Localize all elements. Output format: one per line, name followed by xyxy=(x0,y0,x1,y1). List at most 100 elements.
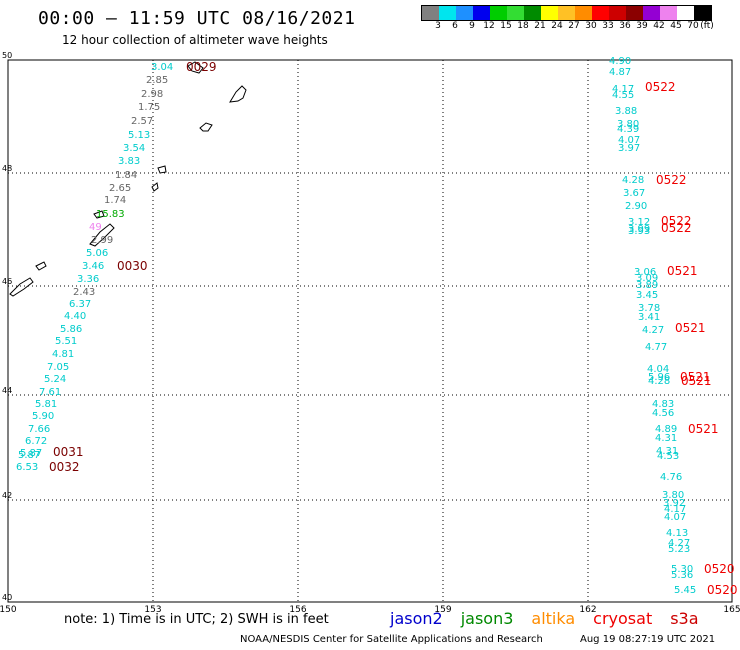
legend-swatch xyxy=(507,6,524,20)
wave-height-label: 3.45 xyxy=(636,290,658,301)
wave-height-label: 4.53 xyxy=(657,451,679,462)
latitude-tick-label: 44 xyxy=(2,386,12,395)
legend-swatch xyxy=(677,6,694,20)
legend-swatch xyxy=(592,6,609,20)
wave-height-label: 3.93 xyxy=(628,226,650,237)
wave-height-label: 2.85 xyxy=(146,75,168,86)
legend-swatch xyxy=(490,6,507,20)
footer-note: note: 1) Time is in UTC; 2) SWH is in fe… xyxy=(64,612,329,627)
page-subtitle: 12 hour collection of altimeter wave hei… xyxy=(62,33,328,47)
wave-height-label: 2.57 xyxy=(131,116,153,127)
pass-time-label: 0032 xyxy=(49,460,80,474)
wave-height-label: 49 xyxy=(89,222,102,233)
wave-height-label: 4.76 xyxy=(660,472,682,483)
satellite-name: cryosat xyxy=(593,609,653,628)
wave-height-label: 4.04 xyxy=(647,364,669,375)
island-outline xyxy=(229,85,247,103)
wave-height-label: 3.06 xyxy=(634,267,656,278)
wave-height-label: 5.87 xyxy=(20,448,42,459)
longitude-tick-label: 156 xyxy=(289,605,306,615)
legend-label: 33 xyxy=(602,21,614,31)
right-satellite-track: 4.904.874.174.553.883.804.394.073.974.28… xyxy=(609,56,738,597)
legend-swatch xyxy=(660,6,677,20)
pass-time-label: 0522 xyxy=(661,214,692,228)
color-legend-labels: 3 6 9 12 15 18 21 24 27 30 33 36 39 42 45 70 (ft) xyxy=(421,21,740,33)
island-outline xyxy=(93,210,105,219)
wave-height-label: 4.55 xyxy=(612,90,634,101)
wave-height-label: 7.61 xyxy=(39,387,61,398)
legend-label: (ft) xyxy=(700,21,714,31)
wave-height-label: 5.24 xyxy=(44,374,66,385)
wave-height-label: 1.75 xyxy=(138,102,160,113)
legend-label: 70 xyxy=(687,21,699,31)
legend-swatch xyxy=(524,6,541,20)
wave-height-label: 3.54 xyxy=(123,143,145,154)
wave-height-label: 5.06 xyxy=(86,248,108,259)
wave-height-label: 7.05 xyxy=(47,362,69,373)
wave-height-label: 4.28 xyxy=(622,175,644,186)
wave-height-label: 3.46 xyxy=(82,261,104,272)
island-outline xyxy=(187,61,204,74)
legend-label: 12 xyxy=(483,21,495,31)
wave-height-label: 3.97 xyxy=(618,143,640,154)
wave-height-label: 2.99 xyxy=(91,235,113,246)
legend-label: 3 xyxy=(435,21,441,31)
satellite-name: jason3 xyxy=(460,609,514,628)
legend-label: 24 xyxy=(551,21,563,31)
credit-text: NOAA/NESDIS Center for Satellite Applica… xyxy=(240,634,543,645)
island-outline xyxy=(35,261,47,271)
pass-time-label: 0522 xyxy=(645,80,676,94)
legend-label: 42 xyxy=(653,21,665,31)
page-title: 00:00 – 11:59 UTC 08/16/2021 xyxy=(38,8,356,29)
wave-height-label: 5.87 xyxy=(18,450,40,461)
island-outline xyxy=(89,223,115,247)
wave-height-label: 3.80 xyxy=(617,119,639,130)
wave-height-label: 4.56 xyxy=(652,408,674,419)
legend-label: 45 xyxy=(670,21,682,31)
latitude-tick-label: 46 xyxy=(2,277,12,286)
wave-height-label: 4.39 xyxy=(617,124,639,135)
wave-height-label: 6.37 xyxy=(69,299,91,310)
pass-time-label: 0029 xyxy=(186,60,217,74)
island-outline xyxy=(9,277,34,297)
satellite-name: altika xyxy=(531,609,576,628)
pass-time-label: 0521 xyxy=(680,370,711,384)
longitude-tick-label: 150 xyxy=(0,605,17,615)
axis-labels: 150 153 156 159 162 165 50 48 46 44 42 40 xyxy=(0,51,740,615)
wave-height-label: 7.66 xyxy=(28,424,50,435)
island-outline xyxy=(199,122,213,132)
wave-height-label: 4.89 xyxy=(655,424,677,435)
legend-label: 30 xyxy=(585,21,597,31)
latitude-tick-label: 48 xyxy=(2,164,12,173)
wave-height-label: 4.13 xyxy=(666,528,688,539)
wave-height-label: 2.98 xyxy=(141,89,163,100)
wave-height-label: 5.30 xyxy=(671,564,693,575)
map-frame xyxy=(7,59,733,603)
wave-height-label: 4.83 xyxy=(652,399,674,410)
legend-swatch xyxy=(609,6,626,20)
legend-swatch xyxy=(541,6,558,20)
wave-height-label: 6.72 xyxy=(25,436,47,447)
wave-height-label: 3.41 xyxy=(638,312,660,323)
wave-height-label: 4.77 xyxy=(645,342,667,353)
satellite-name: jason2 xyxy=(390,609,443,628)
wave-height-label: 4.27 xyxy=(642,325,664,336)
wave-height-label: 2.90 xyxy=(625,201,647,212)
longitude-tick-label: 162 xyxy=(579,605,596,615)
legend-swatch xyxy=(422,6,439,20)
pass-time-label: 0030 xyxy=(117,259,148,273)
pass-time-label: 0521 xyxy=(667,264,698,278)
left-satellite-track: 3.04 2.85 2.98 1.75 2.57 5.13 3.54 3.83 1.84 2.65… xyxy=(16,60,217,474)
wave-height-label: 3.78 xyxy=(638,303,660,314)
wave-height-label: 5.51 xyxy=(55,336,77,347)
pass-time-label: 0521 xyxy=(675,321,706,335)
legend-label: 36 xyxy=(619,21,631,31)
wave-height-label: 3.67 xyxy=(623,188,645,199)
color-legend-bar xyxy=(421,5,712,21)
legend-swatch xyxy=(439,6,456,20)
longitude-tick-label: 153 xyxy=(144,605,161,615)
satellite-name: s3a xyxy=(670,609,699,628)
wave-height-label: 2.65 xyxy=(109,183,131,194)
pass-time-label: 0520 xyxy=(704,562,735,576)
pass-time-label: 0521 xyxy=(688,422,719,436)
